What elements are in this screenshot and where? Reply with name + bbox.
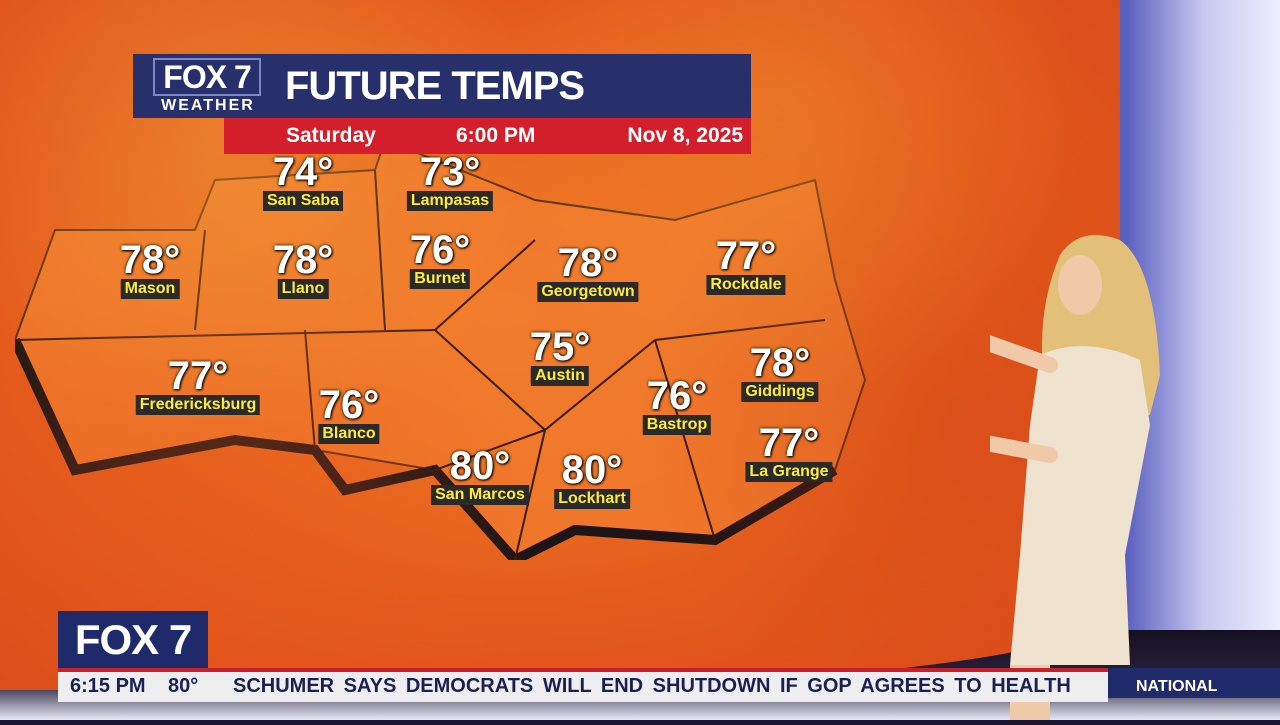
- city-temp: 78°: [272, 238, 334, 282]
- city-temp: 76°: [646, 374, 708, 418]
- ticker-category: NATIONAL: [1108, 668, 1280, 698]
- city-llano: 78° Llano: [272, 238, 334, 299]
- fox7-weather-logo: FOX 7 WEATHER: [153, 58, 263, 116]
- city-georgetown: 78° Georgetown: [537, 241, 639, 302]
- graphic-title-bar: FOX 7 WEATHER FUTURE TEMPS: [133, 54, 751, 118]
- city-temp: 78°: [557, 241, 619, 285]
- city-temp: 73°: [419, 150, 481, 194]
- news-ticker: 6:15 PM 80° SCHUMER SAYS DEMOCRATS WILL …: [58, 668, 1108, 702]
- city-name: Lampasas: [406, 191, 494, 211]
- city-temp: 76°: [409, 228, 471, 272]
- graphic-title: FUTURE TEMPS: [285, 64, 585, 108]
- city-lockhart: 80° Lockhart: [554, 450, 630, 509]
- city-name: Giddings: [741, 382, 819, 402]
- city-lampasas: 73° Lampasas: [406, 150, 494, 211]
- ticker-temp: 80°: [168, 675, 199, 697]
- city-austin: 75° Austin: [529, 325, 591, 386]
- city-temp: 77°: [167, 354, 229, 398]
- city-giddings: 78° Giddings: [741, 341, 819, 402]
- city-name: Fredericksburg: [135, 395, 261, 415]
- ticker-headline: SCHUMER SAYS DEMOCRATS WILL END SHUTDOWN…: [233, 675, 1071, 697]
- city-temp: 80°: [449, 444, 511, 488]
- city-name: Austin: [531, 366, 589, 386]
- city-temp: 77°: [715, 234, 777, 278]
- logo-text: FOX 7: [153, 58, 261, 96]
- city-blanco: 76° Blanco: [318, 383, 380, 444]
- logo-subtext: WEATHER: [161, 97, 255, 114]
- city-temp: 78°: [749, 341, 811, 385]
- meteorologist: [822, 225, 1170, 720]
- forecast-time-bar: Saturday 6:00 PM Nov 8, 2025: [224, 118, 751, 154]
- city-rockdale: 77° Rockdale: [706, 234, 786, 295]
- ticker-time: 6:15 PM: [70, 675, 146, 697]
- city-san-marcos: 80° San Marcos: [431, 446, 529, 505]
- city-temp: 80°: [561, 448, 623, 492]
- city-name: San Saba: [262, 191, 344, 211]
- fox7-lower-logo: FOX 7: [58, 611, 208, 668]
- city-la-grange: 77° La Grange: [745, 421, 833, 482]
- city-burnet: 76° Burnet: [409, 228, 471, 289]
- forecast-day: Saturday: [286, 124, 376, 147]
- city-temp: 78°: [119, 238, 181, 282]
- city-temp: 76°: [318, 383, 380, 427]
- city-mason: 78° Mason: [119, 238, 181, 299]
- city-bastrop: 76° Bastrop: [642, 374, 712, 435]
- forecast-time: 6:00 PM: [456, 124, 536, 147]
- city-name: San Marcos: [431, 485, 529, 505]
- city-name: Mason: [120, 279, 180, 299]
- city-name: Burnet: [410, 269, 470, 289]
- city-name: Blanco: [318, 424, 380, 444]
- city-name: Lockhart: [554, 489, 630, 509]
- city-name: La Grange: [745, 462, 833, 482]
- city-temp: 75°: [529, 325, 591, 369]
- city-fredericksburg: 77° Fredericksburg: [135, 354, 261, 415]
- city-name: Georgetown: [537, 282, 639, 302]
- city-name: Rockdale: [706, 275, 786, 295]
- city-temp: 74°: [272, 150, 334, 194]
- city-temp: 77°: [758, 421, 820, 465]
- city-name: Bastrop: [642, 415, 712, 435]
- city-name: Llano: [277, 279, 329, 299]
- forecast-date: Nov 8, 2025: [627, 124, 743, 147]
- city-san-saba: 74° San Saba: [262, 150, 344, 211]
